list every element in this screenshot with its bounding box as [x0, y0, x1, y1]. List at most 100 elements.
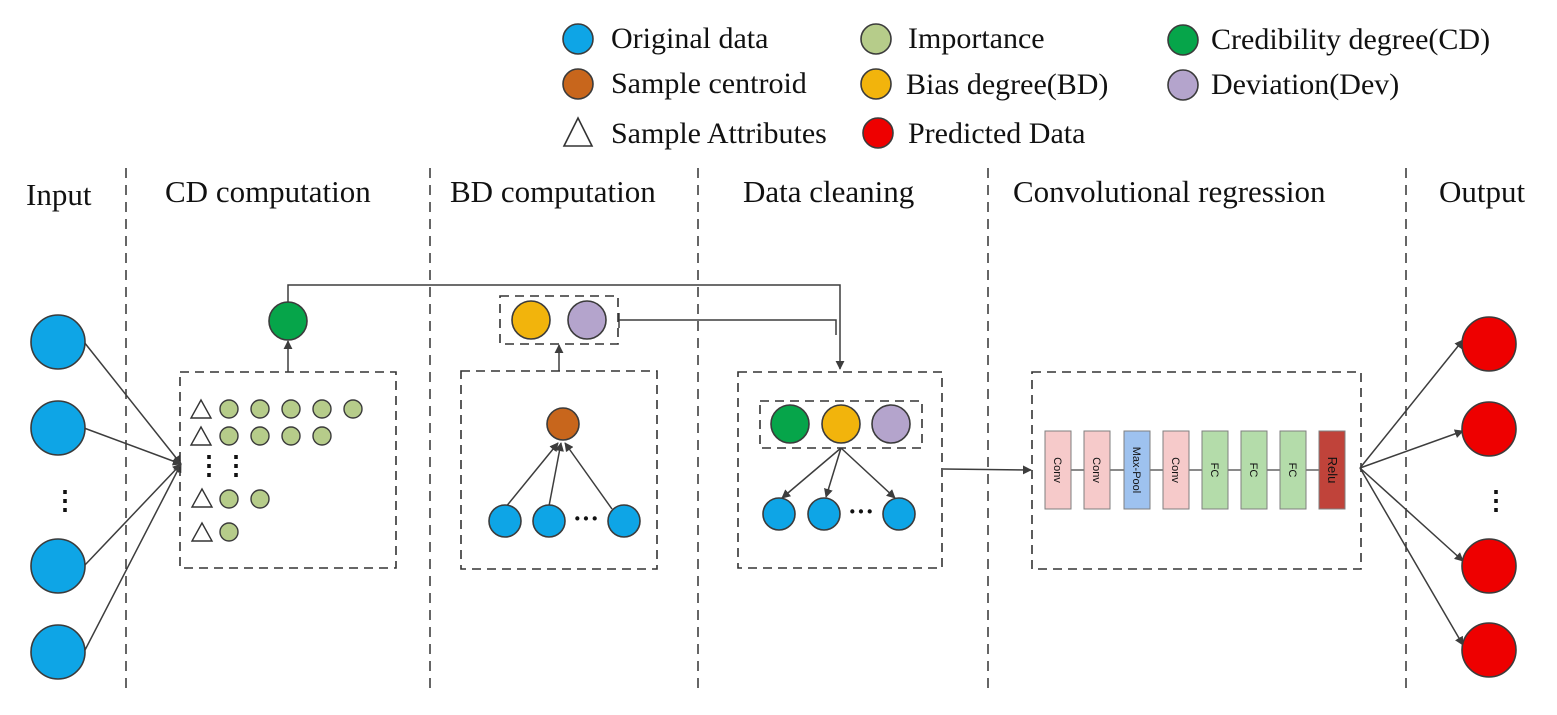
conv-layer-2-label: Conv — [1090, 457, 1102, 483]
importance-node — [281, 426, 301, 446]
bd-edge — [504, 442, 559, 509]
input-arrow — [83, 427, 182, 466]
section-headers: Input CD computation BD computation Data… — [26, 174, 1526, 212]
input-node — [30, 624, 86, 680]
legend-credibility-degree-swatch — [1167, 24, 1199, 56]
conv-layer-2 — [1083, 430, 1111, 510]
fc-layer-2 — [1240, 430, 1268, 510]
input-arrow — [83, 463, 182, 653]
legend-deviation-swatch — [1167, 69, 1199, 101]
credibility-degree-node — [268, 301, 308, 341]
importance-node — [250, 426, 270, 446]
input-node — [30, 538, 86, 594]
convolutional-regression: Conv Conv Max-Pool Conv FC FC FC Relu — [1031, 371, 1362, 570]
deviation-node — [567, 300, 607, 340]
bd-edge — [548, 442, 564, 507]
cd-to-cleaning-connector — [287, 284, 845, 370]
cleaning-box — [737, 371, 943, 569]
cd-computation: ⋮ ⋮ — [179, 301, 397, 569]
legend-bias-degree-label: Bias degree(BD) — [906, 68, 1108, 101]
legend-deviation-label: Deviation(Dev) — [1211, 68, 1399, 101]
legend-original-data-swatch — [562, 23, 594, 55]
original-data-node — [532, 504, 566, 538]
legend-credibility-degree-label: Credibility degree(CD) — [1211, 23, 1490, 56]
legend-sample-attributes-triangle-icon — [562, 116, 594, 147]
bd-output-box — [499, 295, 619, 345]
input-node — [30, 314, 86, 370]
legend-sample-centroid-swatch — [562, 68, 594, 100]
conv-layer-1-label: Conv — [1051, 457, 1063, 483]
section-output-title: Output — [1439, 174, 1526, 209]
output-arrow — [1359, 339, 1464, 469]
legend-importance-swatch — [860, 23, 892, 55]
legend-sample-centroid-label: Sample centroid — [611, 67, 807, 100]
legend-predicted-data-label: Predicted Data — [908, 117, 1085, 150]
input-arrow — [83, 463, 182, 567]
input-column: ⋮ — [30, 314, 182, 680]
output-arrow — [1359, 467, 1464, 646]
attribute-triangle-icon — [190, 487, 214, 508]
bd-box — [460, 370, 658, 570]
conv-layer-3-label: Conv — [1169, 457, 1181, 483]
input-node — [30, 400, 86, 456]
section-cleaning-title: Data cleaning — [743, 174, 914, 209]
cleaning-horizontal-ellipsis: ··· — [848, 497, 874, 526]
predicted-data-node — [1461, 538, 1517, 594]
cleaning-edge — [781, 447, 842, 499]
relu-layer — [1318, 430, 1346, 510]
legend-predicted-data-swatch — [862, 117, 894, 149]
attribute-triangle-icon — [189, 398, 213, 419]
bias-degree-node — [821, 404, 861, 444]
output-vertical-ellipsis: ⋮ — [1483, 486, 1509, 515]
fc-layer-3 — [1279, 430, 1307, 510]
legend-importance-label: Importance — [908, 22, 1045, 55]
predicted-data-node — [1461, 401, 1517, 457]
maxpool-layer — [1123, 430, 1151, 510]
original-data-node — [762, 497, 796, 531]
predicted-data-node — [1461, 316, 1517, 372]
section-regression-title: Convolutional regression — [1013, 174, 1326, 209]
output-column: ⋮ — [1359, 316, 1517, 678]
importance-node — [312, 399, 332, 419]
section-bd-title: BD computation — [450, 174, 656, 209]
cd-vertical-ellipsis: ⋮ — [223, 451, 249, 480]
cleaning-to-regression-arrow — [942, 465, 1032, 475]
maxpool-layer-label: Max-Pool — [1130, 447, 1142, 493]
importance-node — [281, 399, 301, 419]
legend-original-data-label: Original data — [611, 22, 768, 55]
data-cleaning: ··· — [737, 371, 1032, 569]
importance-node — [219, 399, 239, 419]
sample-centroid-node — [546, 407, 580, 441]
bias-degree-node — [511, 300, 551, 340]
importance-node — [312, 426, 332, 446]
cleaning-edge — [840, 447, 896, 499]
input-arrow — [83, 341, 182, 465]
legend-bias-degree-swatch — [860, 68, 892, 100]
credibility-degree-node — [770, 404, 810, 444]
conv-layer-3 — [1162, 430, 1190, 510]
importance-node — [219, 426, 239, 446]
conv-layer-1 — [1044, 430, 1072, 510]
bd-edge — [564, 442, 613, 510]
fc-layer-1-label: FC — [1208, 463, 1220, 478]
relu-layer-label: Relu — [1325, 457, 1340, 484]
importance-node — [219, 489, 239, 509]
importance-node — [343, 399, 363, 419]
importance-node — [250, 489, 270, 509]
output-arrow — [1359, 429, 1464, 469]
fc-layer-1 — [1201, 430, 1229, 510]
input-vertical-ellipsis: ⋮ — [52, 486, 78, 515]
section-dividers — [125, 168, 1407, 688]
section-input-title: Input — [26, 177, 92, 212]
fc-layer-3-label: FC — [1286, 463, 1298, 478]
importance-node — [250, 399, 270, 419]
original-data-node — [807, 497, 841, 531]
legend-sample-attributes-label: Sample Attributes — [611, 117, 827, 150]
cd-vertical-ellipsis: ⋮ — [196, 451, 222, 480]
original-data-node — [882, 497, 916, 531]
importance-node — [219, 522, 239, 542]
original-data-node — [607, 504, 641, 538]
section-cd-title: CD computation — [165, 174, 371, 209]
cleaning-edge — [824, 447, 842, 498]
